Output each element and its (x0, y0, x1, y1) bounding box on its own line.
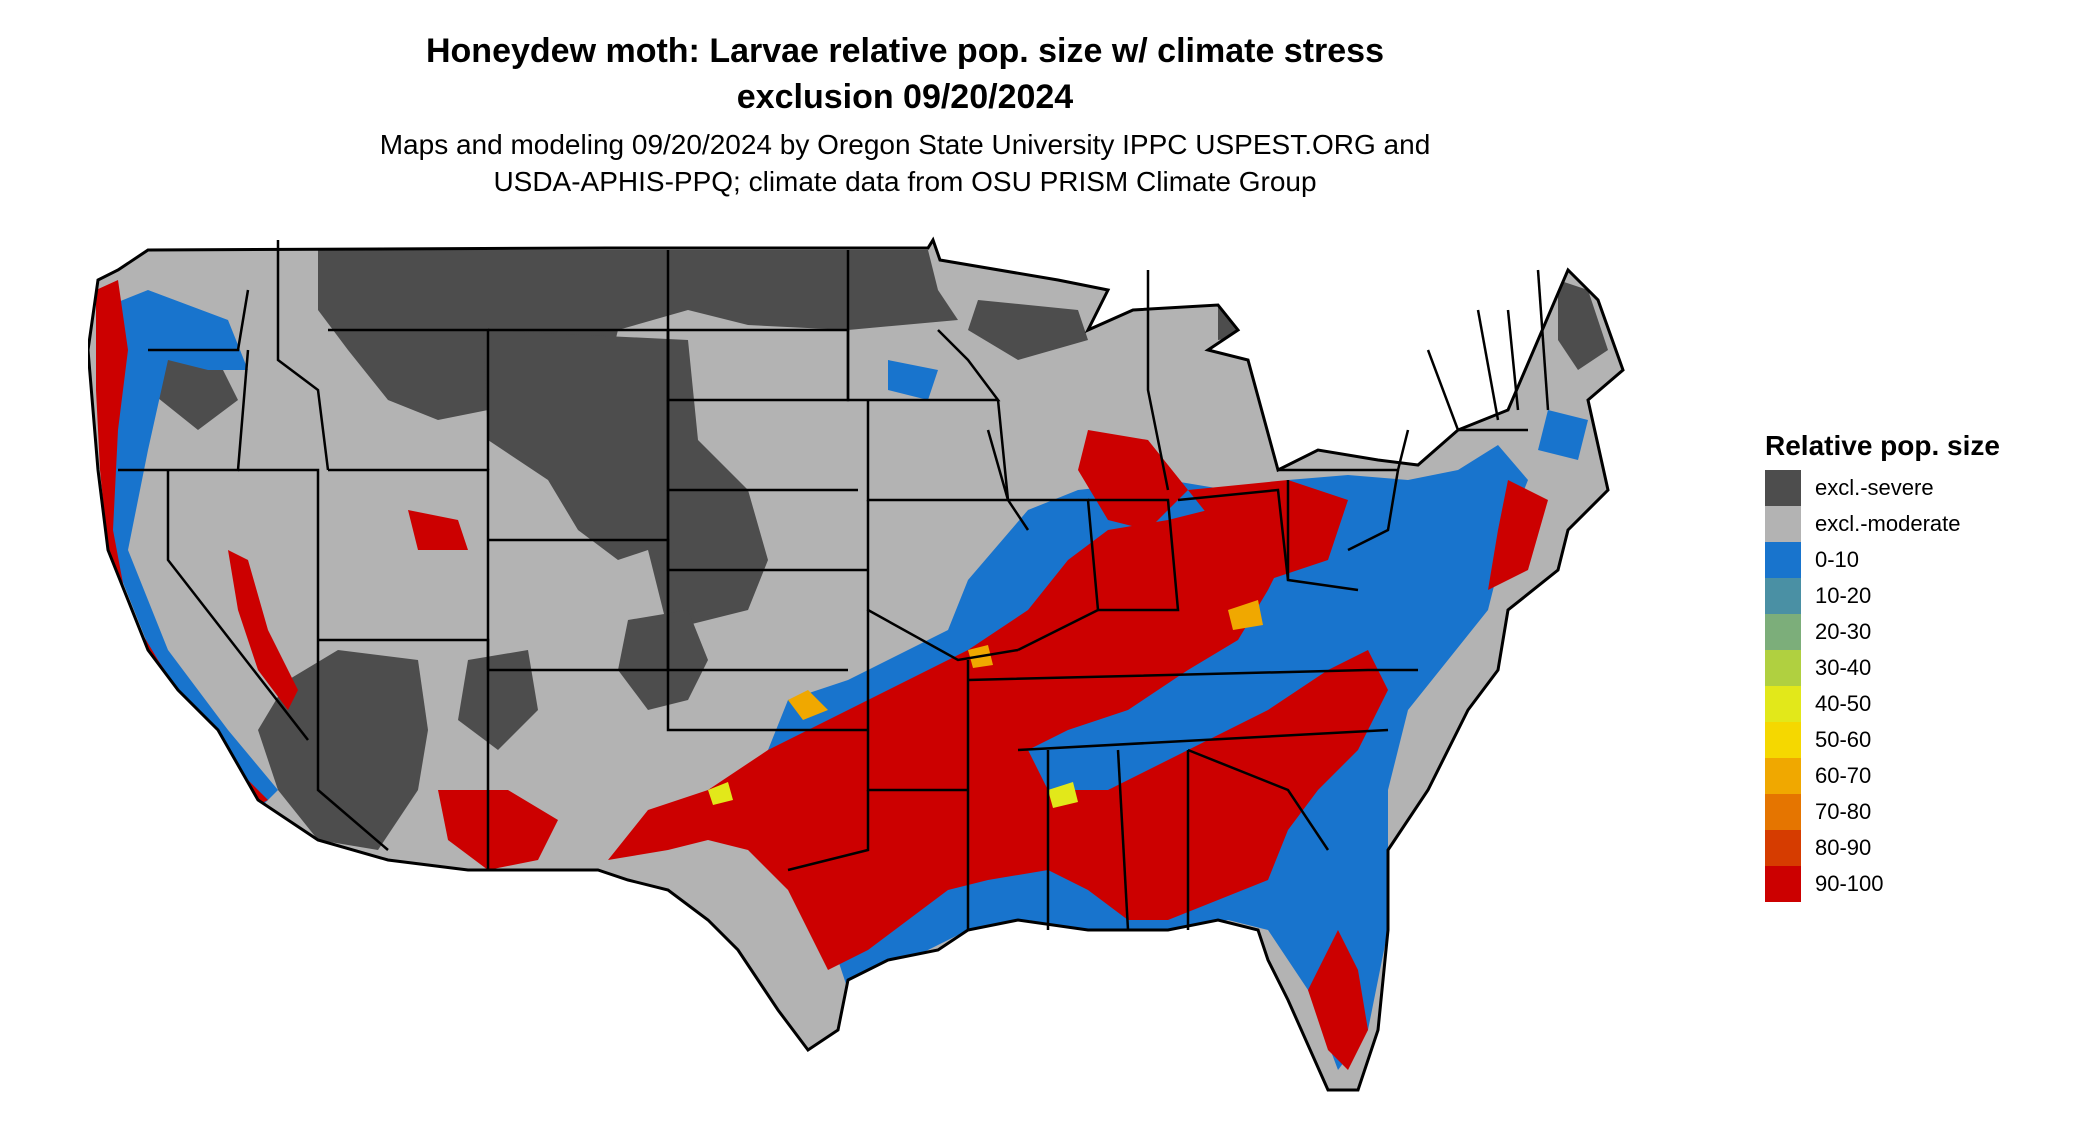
map-title-line1: Honeydew moth: Larvae relative pop. size… (425, 32, 1384, 70)
legend-label: 70-80 (1815, 799, 1872, 824)
legend-item: excl.-severe (1765, 470, 2000, 506)
map-title: Honeydew moth: Larvae relative pop. size… (0, 28, 1810, 120)
map-title-line2: exclusion 09/20/2024 (736, 78, 1074, 116)
legend: Relative pop. size excl.-severe excl.-mod… (1765, 430, 2000, 902)
legend-item: 20-30 (1765, 614, 2000, 650)
legend-label: 30-40 (1815, 655, 1872, 680)
legend-swatch (1765, 470, 1801, 506)
legend-swatch (1765, 506, 1801, 542)
map-subtitle-line2: USDA-APHIS-PPQ; climate data from OSU PR… (493, 166, 1317, 197)
map-subtitle: Maps and modeling 09/20/2024 by Oregon S… (0, 126, 1810, 200)
legend-item: 50-60 (1765, 722, 2000, 758)
legend-label: 90-100 (1815, 871, 1884, 896)
legend-item: 10-20 (1765, 578, 2000, 614)
state-boundaries (118, 240, 1550, 931)
us-map (88, 236, 1625, 1092)
legend-title: Relative pop. size (1765, 430, 2000, 461)
legend-swatch (1765, 686, 1801, 722)
legend-label: 0-10 (1815, 547, 1860, 572)
legend-swatch (1765, 542, 1801, 578)
legend-item: 60-70 (1765, 758, 2000, 794)
legend-items: excl.-severe excl.-moderate 0-10 10-20 20-30… (1765, 470, 2000, 902)
legend-swatch (1765, 650, 1801, 686)
legend-swatch (1765, 758, 1801, 794)
legend-swatch (1765, 722, 1801, 758)
legend-item: 30-40 (1765, 650, 2000, 686)
legend-label: 60-70 (1815, 763, 1872, 788)
legend-item: 40-50 (1765, 686, 2000, 722)
legend-item: 80-90 (1765, 830, 2000, 866)
legend-label: 50-60 (1815, 727, 1872, 752)
legend-swatch (1765, 614, 1801, 650)
map-fill-layer (88, 240, 1623, 1090)
legend-label: 10-20 (1815, 583, 1872, 608)
country-outline (88, 236, 1625, 1092)
legend-swatch (1765, 794, 1801, 830)
legend-item: 0-10 (1765, 542, 2000, 578)
legend-item: excl.-moderate (1765, 506, 2000, 542)
legend-swatch (1765, 578, 1801, 614)
legend-label: 40-50 (1815, 691, 1872, 716)
legend-label: excl.-moderate (1815, 511, 1961, 536)
legend-label: excl.-severe (1815, 475, 1934, 500)
legend-label: 80-90 (1815, 835, 1872, 860)
legend-swatch (1765, 866, 1801, 902)
legend-item: 70-80 (1765, 794, 2000, 830)
legend-label: 20-30 (1815, 619, 1872, 644)
legend-item: 90-100 (1765, 866, 2000, 902)
legend-swatch (1765, 830, 1801, 866)
map-subtitle-line1: Maps and modeling 09/20/2024 by Oregon S… (379, 129, 1431, 160)
